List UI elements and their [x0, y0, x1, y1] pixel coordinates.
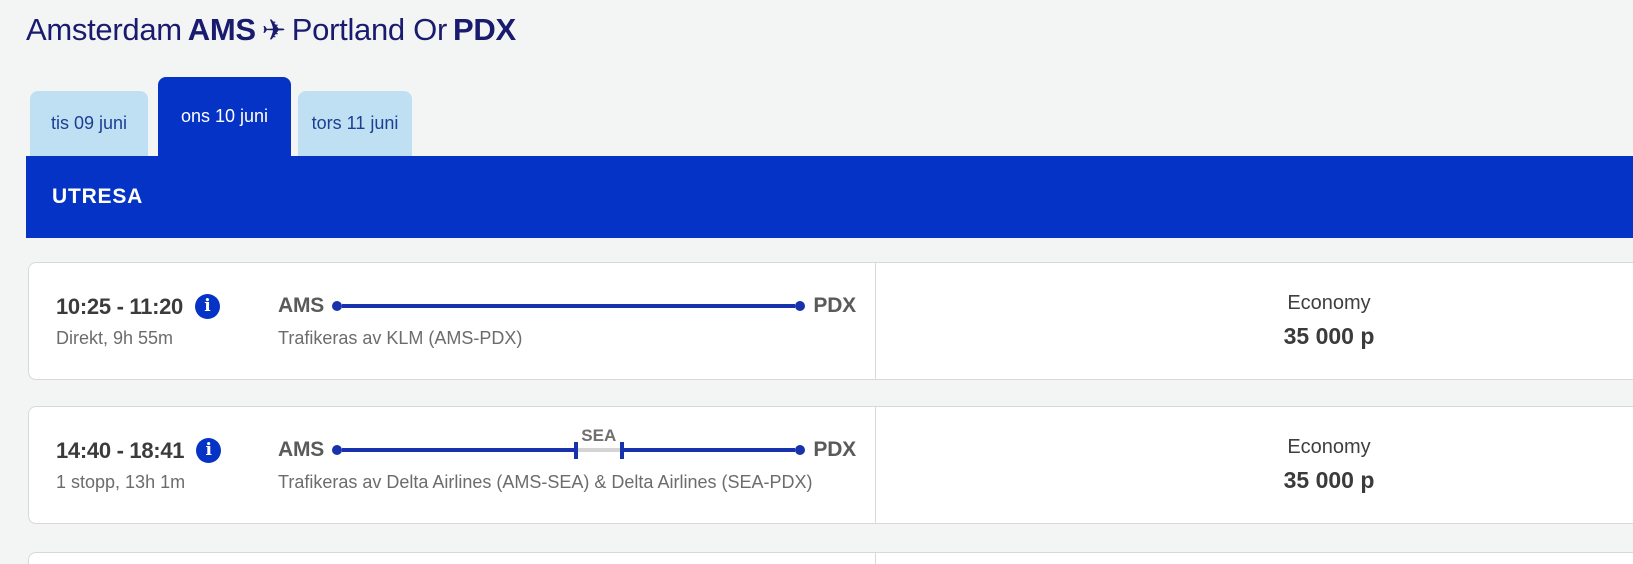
- info-icon[interactable]: i: [194, 294, 220, 319]
- tab-label: tors 11 juni: [311, 113, 399, 133]
- departure-arrival-time: 10:25 - 11:20: [56, 293, 183, 319]
- cabin-class: Economy: [1287, 436, 1371, 458]
- flight-duration: Direkt, 9h 55m: [56, 327, 174, 348]
- flight-info-section: 14:40 - 18:41 i 1 stopp, 13h 1m AMS: [29, 407, 875, 523]
- plane-icon: ✈: [261, 15, 286, 47]
- route-block: AMS PDX Trafikeras av KLM (AMS-PDX): [278, 293, 856, 349]
- page-title: Amsterdam AMS ✈ Portland Or PDX: [26, 12, 516, 48]
- tab-date-tis-09-juni[interactable]: tis 09 juni: [30, 91, 148, 156]
- tab-label: tis 09 juni: [50, 113, 128, 133]
- operated-by: Trafikeras av Delta Airlines (AMS-SEA) &…: [278, 472, 813, 492]
- flight-info-section: 10:25 - 11:20 i Direkt, 9h 55m AMS PDX T…: [29, 263, 875, 379]
- origin-city: Amsterdam: [26, 12, 182, 47]
- route-segment-1: [342, 448, 574, 452]
- stopover-code: SEA: [581, 425, 617, 445]
- route-end-dot: [795, 301, 806, 311]
- time-block: 10:25 - 11:20 i Direkt, 9h 55m: [56, 294, 278, 349]
- price-points: 35 000 p: [1283, 467, 1375, 493]
- route-block: AMS SEA PDX Tr: [278, 426, 856, 493]
- route-segment-2: [623, 448, 796, 452]
- flight-option-partial[interactable]: [28, 552, 1633, 564]
- departure-arrival-time: 14:40 - 18:41: [56, 437, 185, 463]
- time-block: 14:40 - 18:41 i 1 stopp, 13h 1m: [56, 438, 278, 493]
- stopover: SEA: [573, 426, 624, 459]
- flight-option-direct[interactable]: 10:25 - 11:20 i Direkt, 9h 55m AMS PDX T…: [28, 262, 1633, 380]
- price-section[interactable]: Economy 35 000 p: [875, 407, 1633, 523]
- section-title: UTRESA: [52, 185, 144, 208]
- destination-code: PDX: [813, 294, 856, 317]
- origin-code: AMS: [278, 438, 325, 461]
- route-end-dot: [795, 445, 806, 455]
- route-start-dot: [332, 445, 343, 455]
- stop-gap-segment: [577, 448, 620, 452]
- route-start-dot: [332, 301, 343, 311]
- stop-tick: [619, 441, 624, 459]
- operated-by: Trafikeras av KLM (AMS-PDX): [278, 328, 523, 348]
- tab-date-ons-10-juni[interactable]: ons 10 juni: [158, 77, 291, 156]
- outbound-section-banner: UTRESA: [26, 156, 1633, 238]
- flight-option-one-stop[interactable]: 14:40 - 18:41 i 1 stopp, 13h 1m AMS: [28, 406, 1633, 524]
- tab-label: ons 10 juni: [180, 106, 269, 126]
- flight-info-section: [29, 553, 875, 564]
- price-points: 35 000 p: [1283, 323, 1375, 349]
- destination-airport-code: PDX: [453, 12, 516, 47]
- price-section: [875, 553, 1633, 564]
- stop-tick: [573, 441, 578, 459]
- flight-duration: 1 stopp, 13h 1m: [56, 471, 186, 492]
- destination-city: Portland Or: [291, 12, 448, 47]
- info-icon[interactable]: i: [196, 438, 222, 463]
- route-line: SEA: [332, 426, 806, 459]
- cabin-class: Economy: [1287, 292, 1371, 314]
- origin-code: AMS: [278, 294, 325, 317]
- route-line: [332, 301, 806, 311]
- destination-code: PDX: [813, 438, 856, 461]
- route-segment: [342, 304, 796, 308]
- origin-airport-code: AMS: [187, 12, 256, 47]
- tab-date-tors-11-juni[interactable]: tors 11 juni: [298, 91, 412, 156]
- price-section[interactable]: Economy 35 000 p: [875, 263, 1633, 379]
